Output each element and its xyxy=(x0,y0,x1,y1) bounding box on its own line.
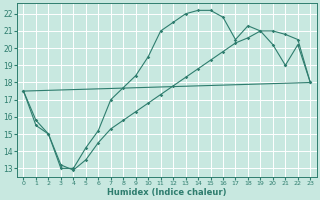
X-axis label: Humidex (Indice chaleur): Humidex (Indice chaleur) xyxy=(107,188,227,197)
